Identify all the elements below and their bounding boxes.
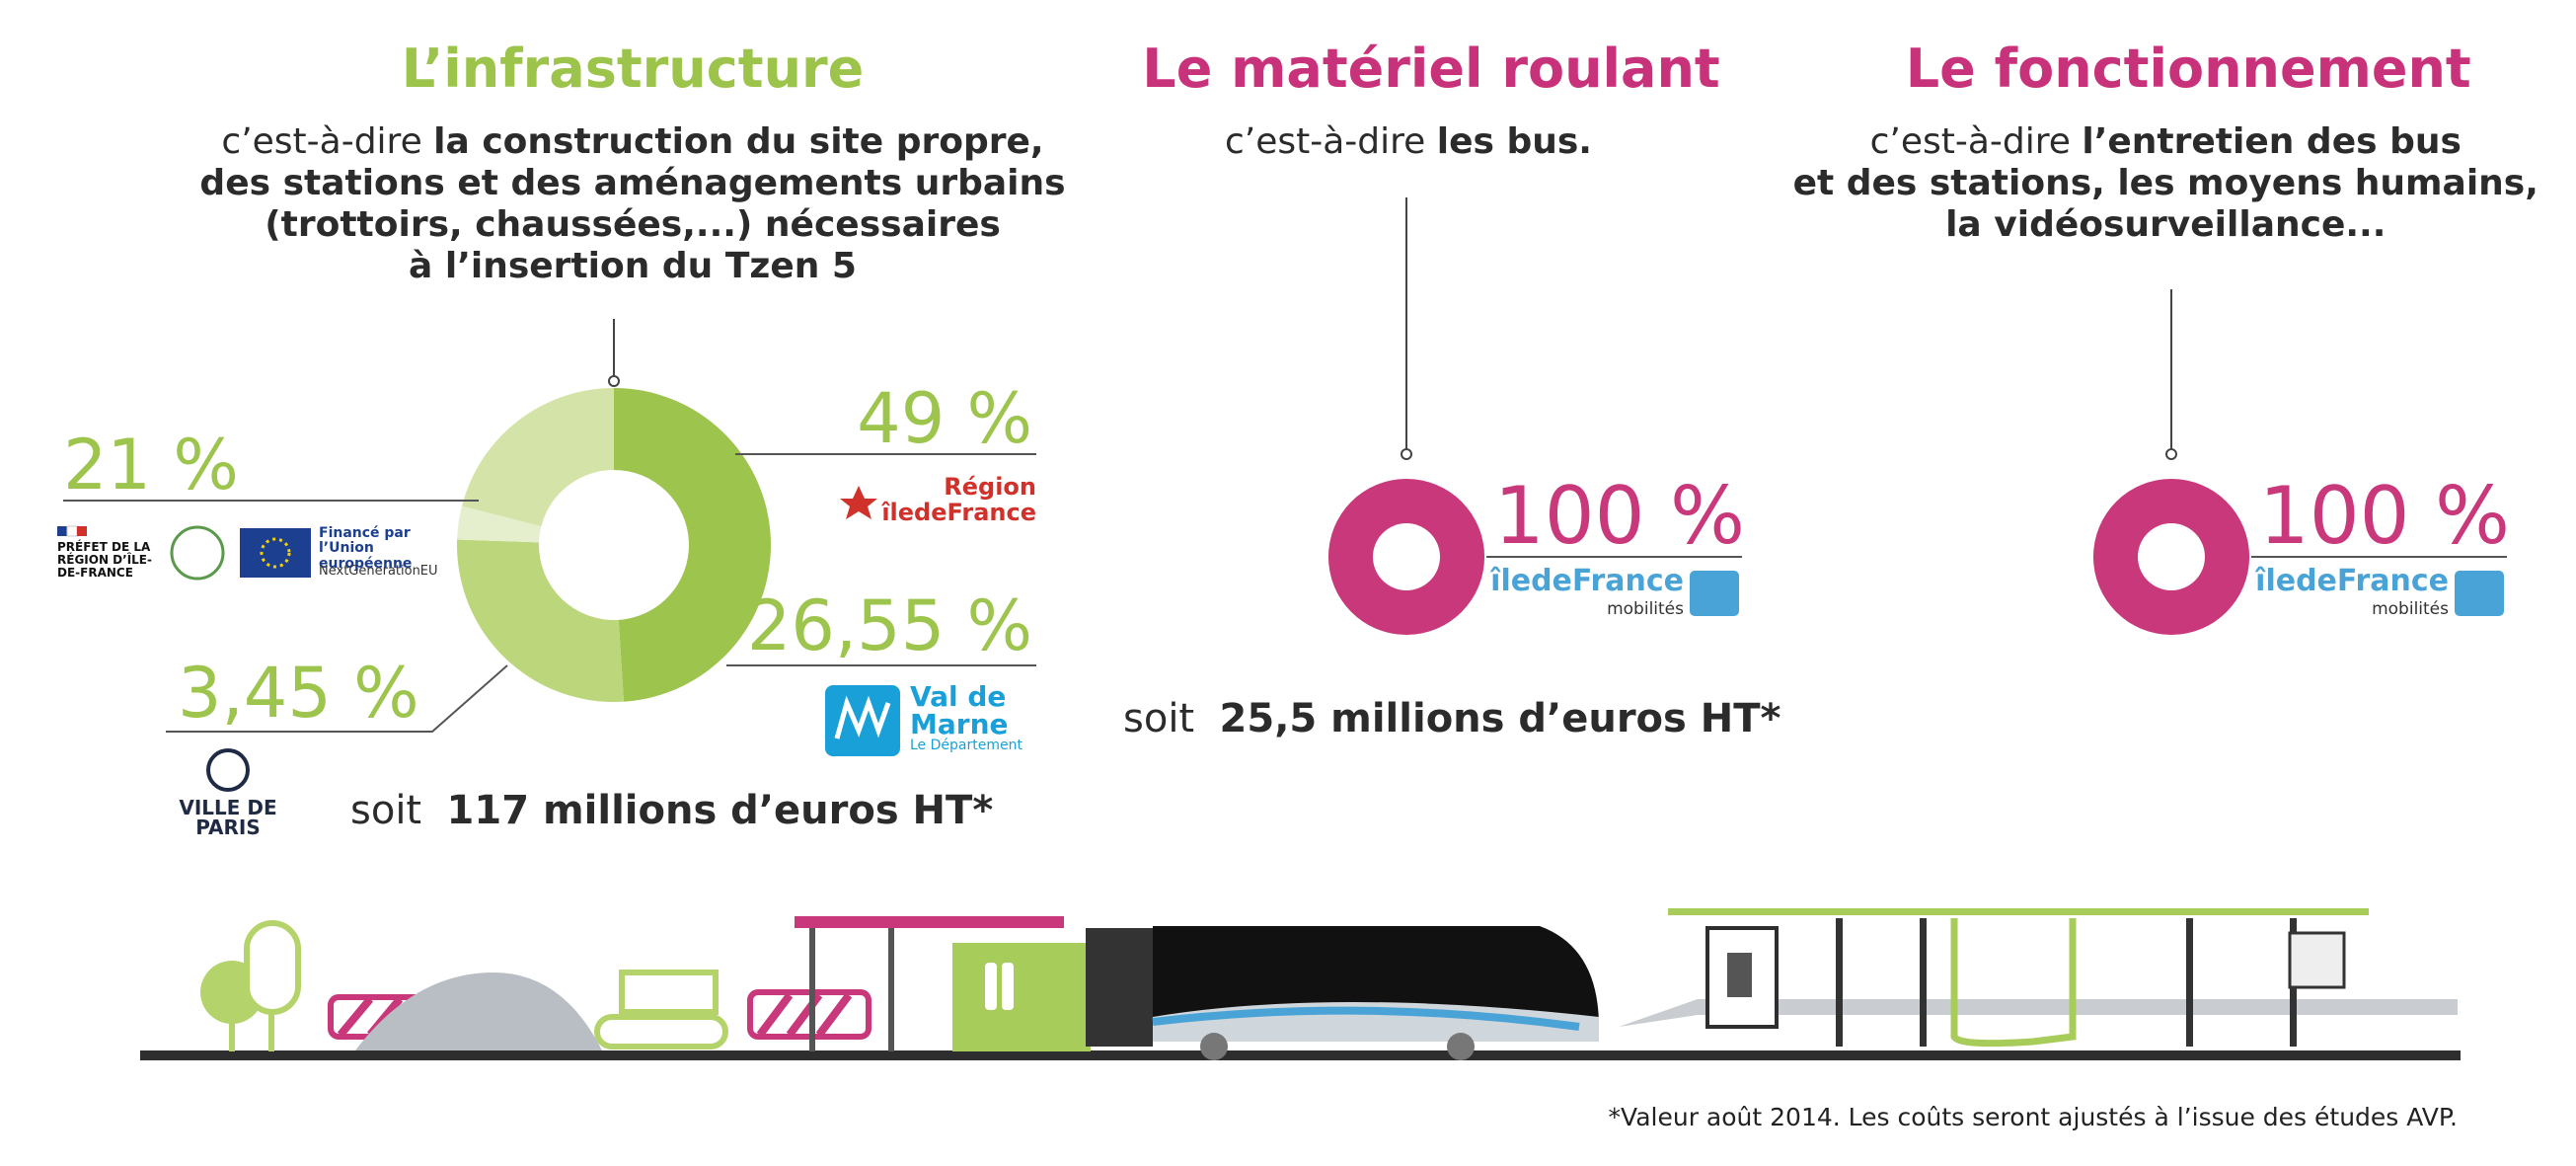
logo-note: mobilités bbox=[2372, 599, 2449, 619]
subtitle-line: des stations et des aménagements urbains bbox=[199, 163, 1065, 203]
value-label: 100 % bbox=[2259, 470, 2510, 562]
value-label: 3,45 % bbox=[178, 653, 419, 734]
chart-title: Le fonctionnement bbox=[1906, 38, 2471, 100]
total: soit 117 millions d’euros HT* bbox=[350, 788, 993, 833]
slice bbox=[457, 505, 542, 543]
subtitle-line: la vidéosurveillance... bbox=[1945, 204, 2386, 245]
category-logo: Région îledeFrance bbox=[881, 473, 1036, 527]
subtitle-bold: l’entretien des bus bbox=[2082, 121, 2462, 162]
subtitle-bold: les bus. bbox=[1437, 121, 1592, 162]
chart-title: L’infrastructure bbox=[402, 38, 865, 100]
pie-chart: Le fonctionnement c’est-à-dire l’entretie… bbox=[1793, 38, 2538, 635]
logo-shapes bbox=[57, 486, 2504, 792]
value-label: 26,55 % bbox=[747, 585, 1032, 666]
subtitle-bold: la vidéosurveillance... bbox=[1945, 204, 2386, 245]
subtitle-line: c’est-à-dire la construction du site pro… bbox=[221, 121, 1043, 162]
category-logo: îledeFrance bbox=[2255, 564, 2449, 598]
total-prefix: soit bbox=[1123, 696, 1194, 741]
subtitle-bold: la construction du site propre, bbox=[433, 121, 1043, 162]
total-amount: 25,5 millions d’euros HT* bbox=[1220, 696, 1781, 741]
logo-note: NextGenerationEU bbox=[319, 564, 438, 579]
subtitle-bold: et des stations, les moyens humains, bbox=[1793, 163, 2538, 203]
street-illustration bbox=[140, 908, 2461, 1060]
chart-title: Le matériel roulant bbox=[1142, 38, 1719, 100]
value-label: 21 % bbox=[63, 425, 239, 505]
subtitle-line: (trottoirs, chaussées,...) nécessaires bbox=[265, 204, 1001, 245]
slice bbox=[461, 388, 614, 527]
slice bbox=[614, 388, 771, 702]
category-logo: PRÉFET DE LA RÉGION D’ÎLE-DE-FRANCE bbox=[57, 540, 152, 581]
subtitle-bold: des stations et des aménagements urbains bbox=[199, 163, 1065, 203]
footnote: *Valeur août 2014. Les coûts seront ajus… bbox=[1609, 1103, 2458, 1131]
total-prefix: soit bbox=[350, 788, 421, 833]
logo-note: Le Département bbox=[910, 738, 1023, 753]
value-label: 49 % bbox=[857, 378, 1032, 459]
connector-dot bbox=[1401, 448, 1412, 460]
subtitle-bold: à l’insertion du Tzen 5 bbox=[409, 246, 857, 286]
category-logo: Val de Marne bbox=[910, 680, 1009, 740]
subtitle-intro: c’est-à-dire bbox=[1870, 121, 2071, 162]
slice bbox=[1327, 478, 1485, 635]
total-amount: 117 millions d’euros HT* bbox=[447, 788, 994, 833]
leader-line bbox=[166, 664, 508, 733]
category-logo: îledeFrance bbox=[1490, 564, 1684, 598]
subtitle-line: à l’insertion du Tzen 5 bbox=[409, 246, 857, 286]
subtitle-bold: (trottoirs, chaussées,...) nécessaires bbox=[265, 204, 1001, 245]
value-label: 100 % bbox=[1494, 470, 1745, 562]
logo-note: mobilités bbox=[1607, 599, 1684, 619]
slice bbox=[457, 539, 624, 702]
pie-chart: Le matériel roulant c’est-à-dire les bus.… bbox=[1123, 38, 1781, 741]
subtitle-intro: c’est-à-dire bbox=[1225, 121, 1425, 162]
pie-chart: L’infrastructure c’est-à-dire la construc… bbox=[63, 38, 1066, 833]
total: soit 25,5 millions d’euros HT* bbox=[1123, 696, 1781, 741]
logo-note: Financé par l’Union européenne bbox=[319, 525, 413, 572]
connector-dot bbox=[2165, 448, 2177, 460]
slice bbox=[2092, 478, 2250, 635]
connector-dot bbox=[608, 375, 620, 387]
subtitle-line: c’est-à-dire l’entretien des bus bbox=[1870, 121, 2462, 162]
subtitle-line: c’est-à-dire les bus. bbox=[1225, 121, 1592, 162]
subtitle-intro: c’est-à-dire bbox=[221, 121, 421, 162]
category-logo: VILLE DE PARIS bbox=[179, 796, 277, 839]
subtitle-line: et des stations, les moyens humains, bbox=[1793, 163, 2538, 203]
